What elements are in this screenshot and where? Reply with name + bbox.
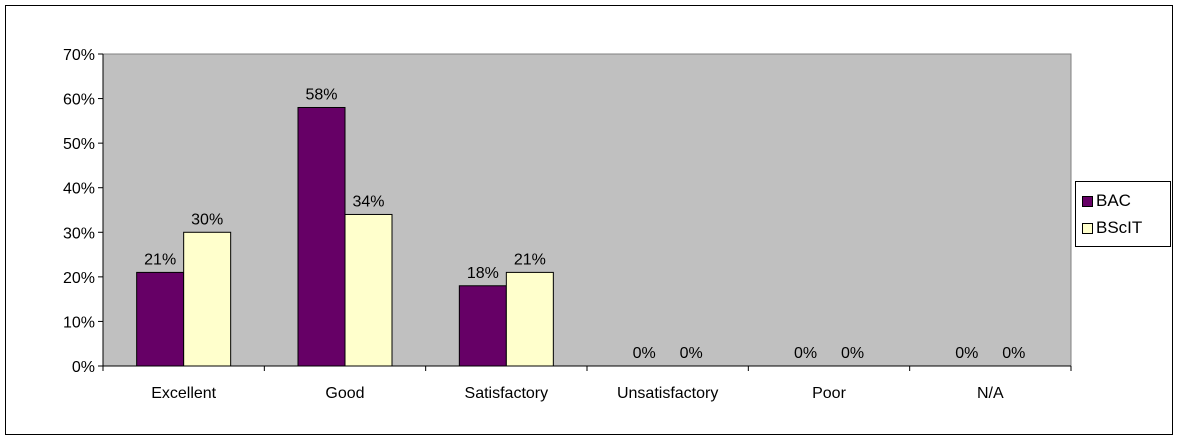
data-label: 30%: [191, 211, 223, 228]
x-tick-label: Satisfactory: [465, 385, 549, 402]
data-label: 0%: [1002, 345, 1025, 362]
bar-bac-excellent: [136, 271, 185, 367]
legend-item-bac: BAC: [1082, 191, 1131, 211]
y-tick-label: 60%: [63, 92, 95, 109]
y-tick-label: 50%: [63, 136, 95, 153]
bar-bscit-excellent: [183, 231, 232, 367]
bar-bscit-satisfactory: [505, 271, 554, 367]
legend-label-bscit: BScIT: [1096, 218, 1143, 237]
y-tick-label: 30%: [63, 225, 95, 242]
plot-area: [102, 53, 1072, 367]
bar-bscit-good: [344, 213, 393, 367]
x-tick-label: Excellent: [151, 385, 216, 402]
y-tick-label: 10%: [63, 314, 95, 331]
x-tick-label: Unsatisfactory: [617, 385, 718, 402]
data-label: 0%: [680, 345, 703, 362]
legend-swatch-bscit: [1082, 222, 1093, 234]
y-tick-label: 70%: [63, 47, 95, 64]
data-label: 0%: [794, 345, 817, 362]
data-label: 0%: [955, 345, 978, 362]
y-tick-label: 20%: [63, 270, 95, 287]
x-tick-label: Poor: [812, 385, 846, 402]
legend: BAC BScIT: [1075, 181, 1171, 247]
legend-label-bac: BAC: [1096, 191, 1131, 210]
bar-chart: 0% 10% 20% 30% 40% 50% 60% 70% 21% 30% Excellent 58…: [63, 47, 1072, 402]
data-label: 18%: [467, 265, 499, 282]
legend-item-bscit: BScIT: [1082, 218, 1142, 238]
data-label: 0%: [841, 345, 864, 362]
data-label: 21%: [514, 251, 546, 268]
data-label: 21%: [144, 251, 176, 268]
bar-bac-satisfactory: [458, 285, 507, 367]
chart-frame: 0% 10% 20% 30% 40% 50% 60% 70% 21% 30% Excellent 58…: [5, 5, 1173, 435]
x-tick-label: Good: [325, 385, 364, 402]
bar-bac-good: [297, 106, 346, 367]
y-tick-label: 40%: [63, 181, 95, 198]
y-tick-label: 0%: [72, 359, 95, 376]
data-label: 58%: [305, 86, 337, 103]
data-label: 0%: [633, 345, 656, 362]
legend-swatch-bac: [1082, 195, 1093, 207]
data-label: 34%: [352, 193, 384, 210]
x-tick-label: N/A: [977, 385, 1004, 402]
